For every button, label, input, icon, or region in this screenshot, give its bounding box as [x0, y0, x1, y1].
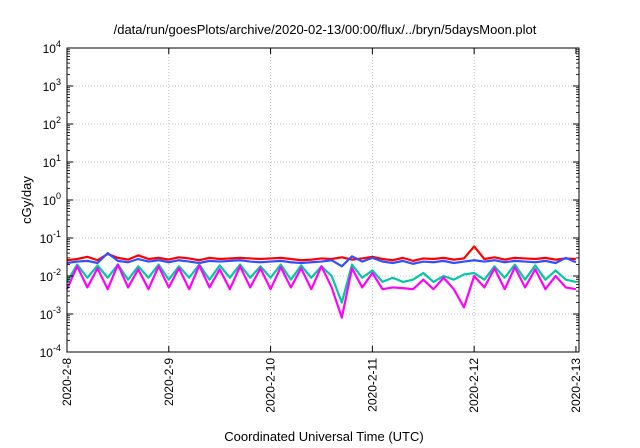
x-tick-label: 2020-2-9: [162, 358, 176, 406]
series-line-2: [66, 252, 577, 268]
x-tick-label: 2020-2-10: [264, 358, 278, 413]
x-tick-label: 2020-2-12: [467, 358, 481, 413]
x-axis-label: Coordinated Universal Time (UTC): [224, 429, 423, 444]
y-tick-label: 10-4: [40, 343, 61, 360]
chart-title: /data/run/goesPlots/archive/2020-02-13/0…: [114, 22, 537, 37]
y-tick-label: 10-1: [40, 229, 61, 246]
series-line-1: [66, 245, 577, 262]
y-tick-label: 103: [43, 77, 61, 94]
y-tick-label: 102: [43, 115, 61, 132]
series-line-4: [65, 263, 577, 319]
y-tick-label: 100: [43, 191, 61, 208]
y-tick-label: 104: [43, 39, 61, 56]
tick-marks: [66, 47, 579, 353]
x-tick-labels: 2020-2-8 2020-2-9 2020-2-10 2020-2-11 2020-2…: [60, 358, 583, 413]
series-layer: [65, 245, 577, 319]
x-tick-label: 2020-2-13: [569, 358, 583, 413]
grid-lines: [67, 48, 579, 352]
y-axis-label: cGy/day: [19, 176, 34, 224]
y-tick-label: 10-2: [40, 267, 61, 284]
y-tick-labels: 10-4 10-3 10-2 10-1 100 101 102 103 104: [40, 39, 61, 360]
x-tick-label: 2020-2-8: [60, 358, 74, 406]
x-tick-label: 2020-2-11: [365, 358, 379, 412]
y-tick-label: 101: [43, 153, 61, 170]
series-line-3: [66, 263, 577, 304]
y-tick-label: 10-3: [40, 305, 61, 322]
